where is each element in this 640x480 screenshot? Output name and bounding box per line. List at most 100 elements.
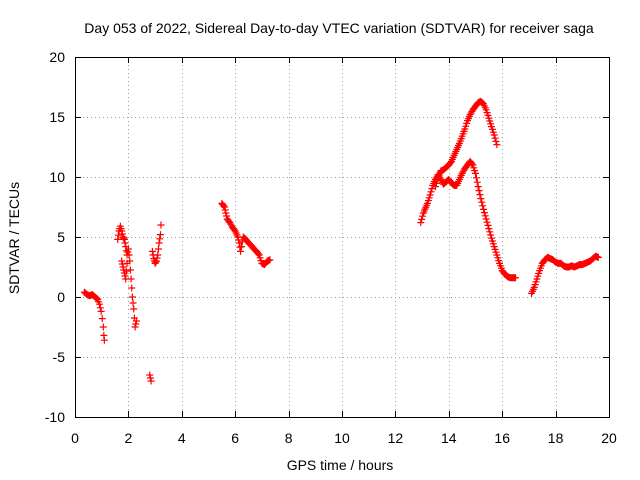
data-point	[124, 245, 132, 253]
data-point	[148, 247, 156, 255]
data-point	[114, 231, 122, 239]
data-point	[130, 305, 138, 313]
y-tick-label: 15	[49, 109, 65, 125]
chart-title: Day 053 of 2022, Sidereal Day-to-day VTE…	[84, 20, 594, 36]
data-point	[132, 317, 140, 325]
data-point	[491, 134, 499, 142]
data-point	[96, 304, 104, 312]
x-tick-label: 16	[494, 430, 510, 446]
data-point	[99, 323, 107, 331]
data-point	[235, 239, 243, 247]
data-point	[235, 236, 243, 244]
data-point	[418, 215, 426, 223]
data-point	[220, 202, 228, 210]
data-point	[222, 209, 230, 217]
data-point	[482, 215, 490, 223]
data-point	[493, 141, 501, 149]
data-point	[156, 235, 164, 243]
data-point	[221, 206, 229, 214]
data-point	[512, 274, 520, 282]
x-tick-label: 8	[285, 430, 293, 446]
y-tick-label: 10	[49, 169, 65, 185]
x-tick-label: 6	[231, 430, 239, 446]
x-tick-label: 12	[388, 430, 404, 446]
data-point	[100, 336, 108, 344]
data-point	[426, 191, 434, 199]
data-point	[122, 275, 130, 283]
data-point	[156, 231, 164, 239]
y-tick-labels: -10 -5 0 5 10 15 20	[45, 49, 65, 425]
data-point	[131, 323, 139, 331]
data-point	[120, 235, 128, 243]
data-point	[254, 250, 262, 258]
data-point	[121, 272, 129, 280]
data-point	[419, 212, 427, 220]
data-point	[473, 178, 481, 186]
data-point	[479, 202, 487, 210]
data-point	[124, 248, 132, 256]
data-point	[468, 160, 476, 168]
data-point	[98, 315, 106, 323]
data-point	[96, 300, 104, 308]
data-point	[146, 374, 154, 382]
data-point	[121, 239, 129, 247]
data-point	[492, 137, 500, 145]
data-point	[118, 230, 126, 238]
data-point	[223, 212, 231, 220]
data-point	[432, 179, 440, 187]
data-point	[472, 169, 479, 177]
x-tick-label: 10	[334, 430, 350, 446]
data-point	[128, 293, 136, 301]
data-point	[480, 205, 488, 213]
x-tick-labels: 0 2 4 6 8 10 12 14 16 18 20	[71, 430, 617, 446]
data-point	[266, 256, 274, 264]
data-point	[237, 243, 245, 251]
x-tick-label: 20	[601, 430, 617, 446]
y-tick-label: -5	[53, 349, 66, 365]
data-point	[152, 257, 160, 265]
y-tick-label: 5	[57, 229, 65, 245]
x-tick-label: 18	[548, 430, 564, 446]
data-point	[157, 221, 165, 229]
data-point	[146, 371, 154, 379]
data-point	[417, 219, 425, 227]
data-point	[474, 183, 482, 191]
data-point	[153, 254, 161, 262]
data-point	[119, 263, 127, 271]
data-point	[122, 267, 130, 275]
data-point	[431, 183, 439, 191]
data-point	[427, 188, 435, 196]
data-point	[237, 247, 245, 255]
data-point	[475, 187, 483, 195]
data-point	[114, 235, 122, 243]
data-point	[118, 227, 126, 235]
data-point	[478, 198, 486, 206]
data-point	[487, 231, 495, 239]
data-point	[433, 176, 441, 184]
grid-lines	[75, 57, 609, 417]
data-point	[154, 251, 162, 259]
x-tick-label: 2	[125, 430, 133, 446]
data-point	[128, 284, 136, 292]
data-points	[80, 97, 602, 385]
x-tick-label: 4	[178, 430, 186, 446]
x-axis-label: GPS time / hours	[287, 457, 394, 473]
data-point	[147, 377, 155, 385]
data-point	[123, 259, 131, 267]
data-point	[484, 221, 492, 229]
axis-ticks	[75, 57, 610, 418]
data-point	[155, 239, 163, 247]
data-point	[483, 218, 491, 226]
data-point	[476, 191, 484, 199]
data-point	[490, 131, 498, 139]
data-point	[97, 307, 105, 315]
data-point	[472, 174, 480, 182]
data-point	[486, 228, 494, 236]
x-tick-label: 0	[71, 430, 79, 446]
data-point	[154, 245, 162, 253]
data-point	[485, 225, 493, 233]
data-point	[129, 299, 137, 307]
y-tick-label: 20	[49, 49, 65, 65]
data-point	[120, 234, 128, 242]
